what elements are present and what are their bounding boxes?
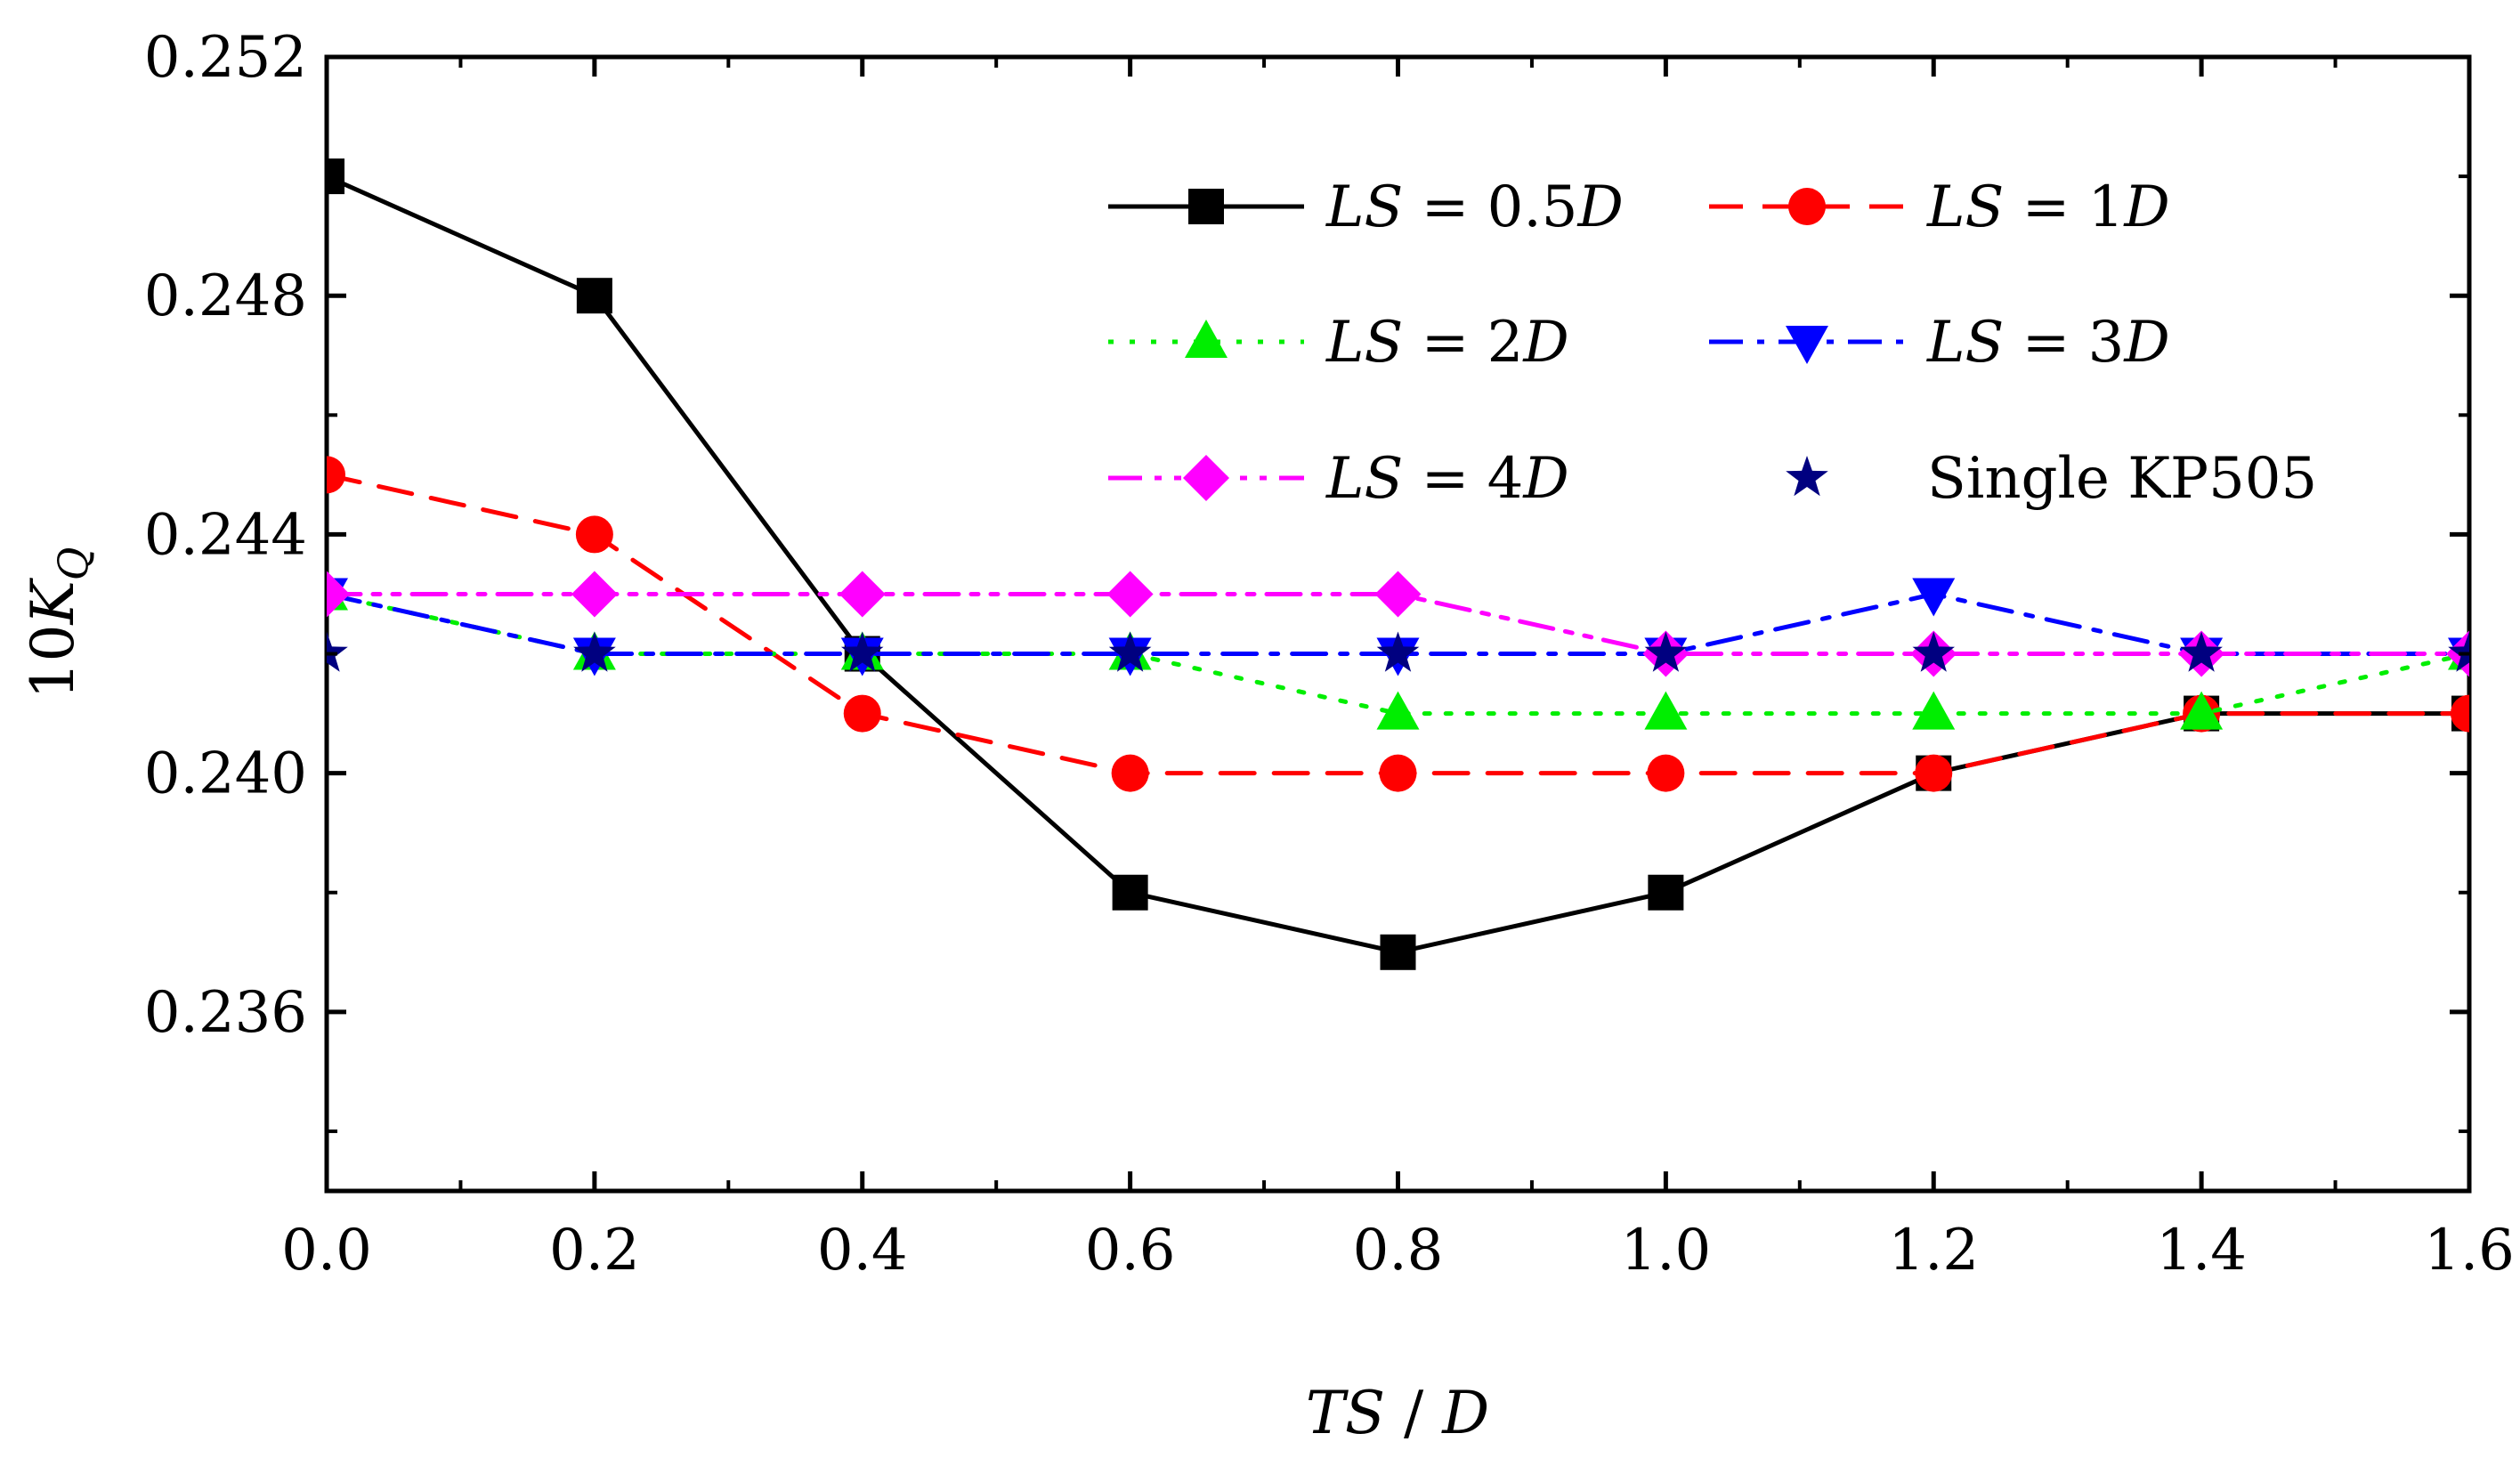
x-tick-label: 1.6: [2424, 1218, 2515, 1284]
x-tick-label: 0.6: [1085, 1218, 1176, 1284]
data-point: [571, 571, 618, 618]
data-point: [1380, 934, 1416, 970]
y-axis: 0.236 0.240 0.244 0.248 0.252: [144, 25, 2469, 1133]
y-tick-label: 0.240: [144, 741, 307, 807]
data-point: [1912, 631, 1955, 672]
legend-item: LS = 1D: [1709, 174, 2170, 240]
data-point: [1106, 571, 1154, 618]
data-point: [1111, 754, 1149, 792]
legend-marker: [1786, 326, 1828, 364]
data-point: [2180, 631, 2223, 672]
data-point: [576, 278, 612, 314]
data-point: [1912, 578, 1956, 617]
data-point: [843, 694, 881, 733]
legend-marker: [1788, 188, 1826, 225]
legend-item: LS = 0.5D: [1108, 174, 1624, 240]
data-point: [2451, 694, 2469, 733]
data-point: [2448, 631, 2469, 672]
legend-item: LS = 3D: [1709, 310, 2170, 376]
data-point: [1108, 631, 1152, 672]
legend-item: Single KP505: [1786, 446, 2317, 512]
x-tick-label: 0.0: [281, 1218, 372, 1284]
series-6: [327, 631, 2469, 672]
legend-marker: [1786, 456, 1828, 497]
y-tick-label: 0.244: [144, 502, 307, 568]
data-point: [1644, 691, 1688, 730]
legend-label: LS = 1D: [1926, 174, 2170, 240]
data-point: [1912, 691, 1956, 730]
data-point: [1915, 754, 1953, 792]
legend: LS = 0.5D LS = 1D LS = 2D LS = 3D LS = 4D Sin…: [1108, 174, 2317, 512]
data-point: [1374, 571, 1422, 618]
legend-label: LS = 3D: [1926, 310, 2170, 376]
data-point: [1644, 631, 1688, 672]
legend-marker: [1188, 189, 1224, 224]
series-layer: [327, 158, 2469, 970]
data-point: [327, 631, 348, 672]
x-tick-label: 1.0: [1620, 1218, 1711, 1284]
data-point: [1648, 874, 1684, 911]
data-point: [575, 515, 613, 554]
data-point: [573, 631, 616, 672]
legend-label: LS = 2D: [1325, 310, 1569, 376]
data-point: [1112, 874, 1148, 911]
legend-label: LS = 0.5D: [1325, 174, 1624, 240]
series-5: [327, 571, 2469, 677]
x-tick-label: 1.4: [2156, 1218, 2247, 1284]
x-axis-title: TS / D: [1306, 1379, 1489, 1447]
legend-item: LS = 4D: [1108, 446, 1569, 512]
legend-marker: [1185, 320, 1228, 358]
data-point: [841, 631, 884, 672]
plot-area: [324, 54, 2472, 1194]
x-tick-label: 0.4: [817, 1218, 908, 1284]
x-tick-label: 0.2: [549, 1218, 640, 1284]
x-tick-label: 0.8: [1353, 1218, 1444, 1284]
data-point: [1376, 631, 1420, 672]
y-tick-label: 0.248: [144, 263, 307, 329]
data-point: [1379, 754, 1417, 792]
data-point: [327, 456, 345, 494]
data-point: [327, 571, 350, 618]
legend-label: Single KP505: [1927, 446, 2317, 512]
x-tick-label: 1.2: [1888, 1218, 1979, 1284]
data-point: [839, 571, 886, 618]
data-point: [2180, 691, 2224, 730]
data-point: [1647, 754, 1685, 792]
legend-marker: [1183, 455, 1229, 501]
x-axis: 0.0 0.2 0.4 0.6 0.8 1.0 1.2 1.4 1.6: [281, 57, 2515, 1284]
legend-label: LS = 4D: [1325, 446, 1569, 512]
data-point: [1376, 691, 1420, 730]
y-tick-label: 0.252: [144, 25, 307, 91]
series-line: [327, 591, 2469, 656]
y-axis-title: 10KQ: [19, 547, 97, 699]
y-tick-label: 0.236: [144, 980, 307, 1046]
legend-item: LS = 2D: [1108, 310, 1569, 376]
